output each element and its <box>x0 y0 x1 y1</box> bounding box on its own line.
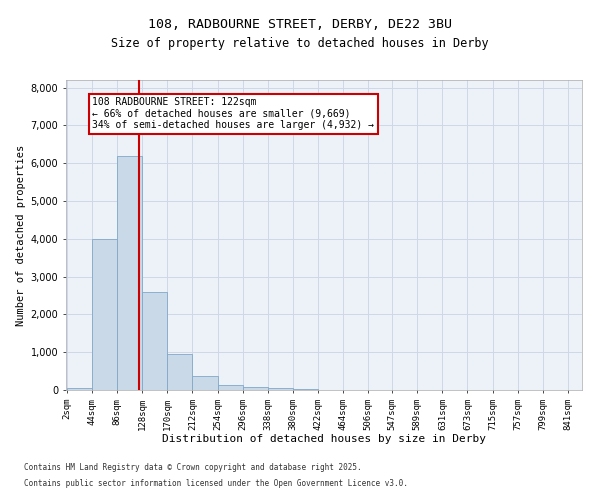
Bar <box>193 376 218 390</box>
Text: Contains public sector information licensed under the Open Government Licence v3: Contains public sector information licen… <box>24 478 408 488</box>
Bar <box>218 384 242 390</box>
Bar <box>242 386 268 390</box>
X-axis label: Distribution of detached houses by size in Derby: Distribution of detached houses by size … <box>162 434 486 444</box>
Bar <box>142 292 167 390</box>
Bar <box>67 388 92 390</box>
Text: 108, RADBOURNE STREET, DERBY, DE22 3BU: 108, RADBOURNE STREET, DERBY, DE22 3BU <box>148 18 452 30</box>
Bar <box>293 389 318 390</box>
Text: Size of property relative to detached houses in Derby: Size of property relative to detached ho… <box>111 38 489 51</box>
Bar <box>167 354 193 390</box>
Y-axis label: Number of detached properties: Number of detached properties <box>16 144 26 326</box>
Text: Contains HM Land Registry data © Crown copyright and database right 2025.: Contains HM Land Registry data © Crown c… <box>24 464 362 472</box>
Bar <box>92 239 118 390</box>
Text: 108 RADBOURNE STREET: 122sqm
← 66% of detached houses are smaller (9,669)
34% of: 108 RADBOURNE STREET: 122sqm ← 66% of de… <box>92 97 374 130</box>
Bar <box>118 156 142 390</box>
Bar <box>268 388 293 390</box>
